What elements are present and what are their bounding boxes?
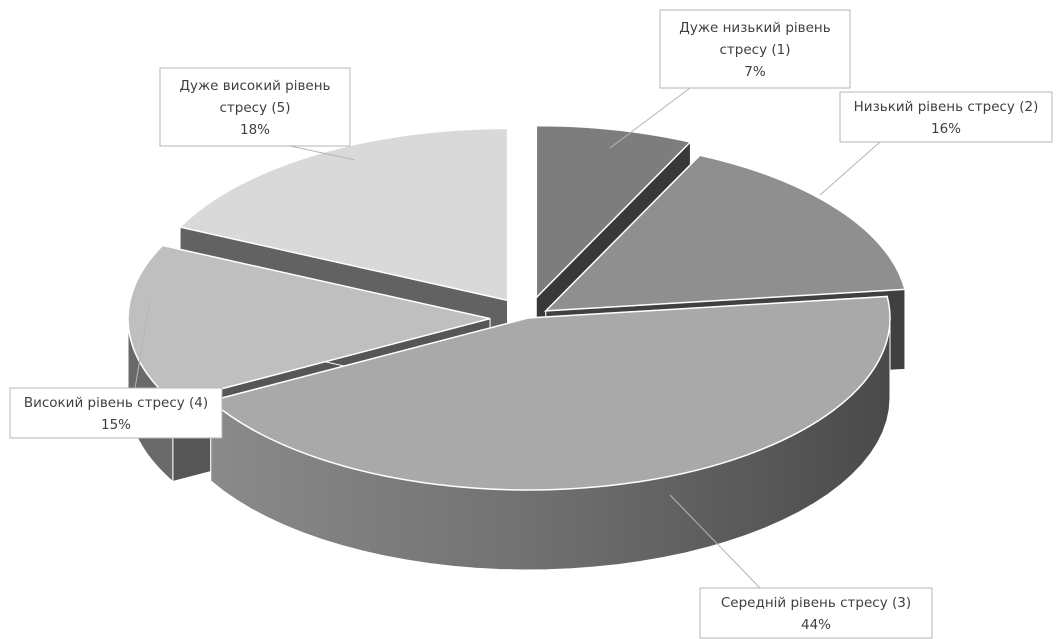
pie-slice-top	[535, 124, 692, 300]
callout-box	[9, 387, 223, 439]
pie-labels: Дуже низький рівень стресу (1) 7% Низький р…	[9, 9, 1053, 639]
callout-leader-line	[669, 494, 761, 589]
slice-callout: Високий рівень стресу (4) 15%	[9, 299, 223, 439]
callout-box	[659, 9, 851, 89]
callout-leader-line	[819, 141, 881, 196]
callout-leader-line	[134, 299, 151, 389]
slice-callout: Дуже низький рівень стресу (1) 7%	[609, 9, 851, 149]
slice-category-label: Високий рівень стресу (4)	[24, 395, 208, 411]
slice-category-label: Дуже високий рівень	[179, 78, 330, 94]
callout-box	[159, 67, 351, 147]
pie-slice-top	[178, 127, 509, 302]
slice-callout: Дуже високий рівень стресу (5) 18%	[159, 67, 356, 161]
pie-slices	[127, 124, 906, 571]
slice-percent-label: 7%	[744, 64, 766, 80]
slice-category-label: Дуже низький рівень	[679, 20, 830, 36]
slice-callout: Середній рівень стресу (3) 44%	[669, 494, 933, 639]
pie-slice	[209, 295, 891, 571]
callout-box	[699, 587, 933, 639]
callout-box	[839, 91, 1053, 143]
slice-category-label: Середній рівень стресу (3)	[721, 595, 911, 611]
pie-slice-top	[209, 295, 891, 491]
slice-percent-label: 18%	[240, 122, 270, 138]
callout-leader-line	[289, 145, 356, 161]
slice-percent-label: 44%	[801, 617, 831, 633]
slice-category-label: стресу (5)	[220, 100, 291, 116]
slice-category-label: Низький рівень стресу (2)	[854, 99, 1039, 115]
callout-leader-line	[609, 87, 691, 149]
slice-callout: Низький рівень стресу (2) 16%	[819, 91, 1053, 196]
slice-category-label: стресу (1)	[720, 42, 791, 58]
slice-percent-label: 15%	[101, 417, 131, 433]
pie-slice-top	[127, 244, 491, 403]
pie-slice-top	[543, 154, 906, 312]
slice-percent-label: 16%	[931, 121, 961, 137]
